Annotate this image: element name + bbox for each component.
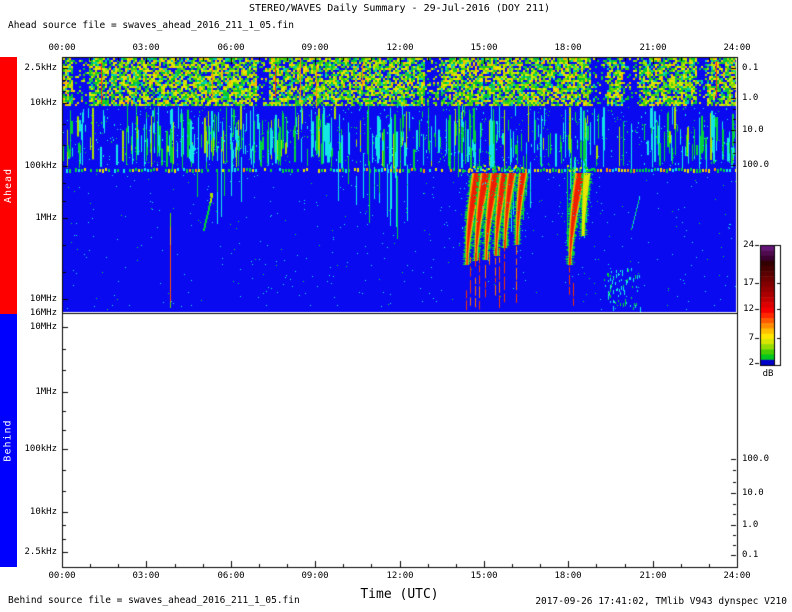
behind-source-file: Behind source file = swaves_ahead_2016_2… — [8, 595, 300, 606]
ahead-panel-bar: Ahead — [0, 57, 17, 314]
behind-panel-bar: Behind — [0, 314, 17, 567]
time-axis-title: Time (UTC) — [360, 587, 439, 602]
page-title: STEREO/WAVES Daily Summary - 29-Jul-2016… — [248, 3, 551, 14]
ahead-source-file: Ahead source file = swaves_ahead_2016_21… — [8, 20, 294, 31]
behind-panel-label: Behind — [3, 419, 14, 462]
ahead-panel-label: Ahead — [3, 167, 15, 204]
render-timestamp: 2017-09-26 17:41:02, TMlib V943 dynspec … — [535, 596, 787, 607]
